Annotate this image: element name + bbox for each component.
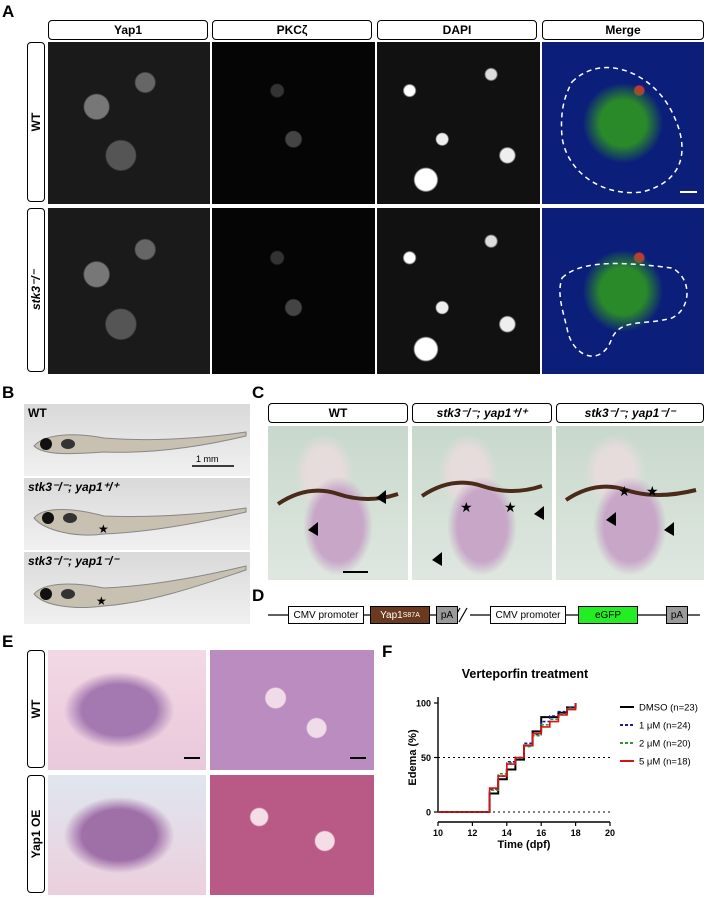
histology-c-stk3-yap1-ko-marks: ★ ★ (564, 484, 697, 536)
legend-label-1: 1 μM (n=24) (639, 721, 691, 732)
edema-star-2: ★ (96, 594, 107, 608)
he-wt-high-scalebar (350, 757, 366, 759)
scalebar-label: 1 mm (196, 454, 219, 464)
micrograph-wt-dapi (377, 42, 540, 204)
micrograph-stk3-dapi (377, 208, 540, 374)
larva-shape-wt (33, 431, 247, 467)
larva-shape-stk3-yap1-ko (33, 565, 247, 608)
micrograph-stk3-merge (542, 208, 704, 374)
panel-label-f: F (382, 642, 393, 661)
c-col-header-stk3-yap1-wt: stk3⁻/⁻; yap1⁺/⁺ (412, 403, 552, 423)
micrograph-wt-pkcz (212, 42, 375, 204)
he-yap1oe-low (48, 775, 206, 895)
series-line-1 (438, 703, 577, 813)
pa-box-1: pA (436, 606, 458, 624)
yap1-mutation-label: S87A (402, 611, 420, 619)
col-header-pkcz: PKCζ (212, 20, 372, 40)
edema-star-1: ★ (98, 522, 109, 536)
panel-label-d: D (252, 586, 265, 605)
he-yap1oe-high (210, 775, 374, 895)
series-line-2 (438, 703, 577, 813)
legend-label-3: 5 μM (n=18) (639, 757, 691, 768)
x-tick-label-4: 18 (571, 828, 581, 838)
panel-label-b: B (2, 383, 15, 402)
larva-image-stk3-yap1-ko: stk3⁻/⁻; yap1⁻/⁻ ★ (24, 552, 250, 624)
x-tick-label-3: 16 (536, 828, 546, 838)
svg-text:★: ★ (646, 484, 659, 500)
cmv-promoter-2: CMV promoter (490, 606, 566, 624)
row-header-wt: WT (27, 42, 45, 202)
histology-c-stk3-yap1-ko: ★ ★ (556, 426, 704, 580)
histology-c-stk3-yap1-wt: ★ ★ (412, 426, 552, 580)
x-tick-label-5: 20 (605, 828, 615, 838)
micrograph-wt-merge (542, 42, 704, 204)
svg-text:★: ★ (504, 500, 517, 516)
larva-label-wt: WT (28, 406, 47, 420)
yap1-s87a-box: Yap1 S87A (370, 606, 430, 624)
he-wt-high (210, 650, 374, 770)
x-tick-label-1: 12 (467, 828, 477, 838)
larva-shape-stk3-yap1-wt (33, 507, 247, 536)
micrograph-stk3-yap1 (48, 208, 210, 374)
col-header-dapi: DAPI (377, 20, 537, 40)
y-axis-label: Edema (%) (407, 729, 419, 786)
x-axis-label: Time (dpf) (498, 839, 551, 851)
egfp-box: eGFP (578, 606, 638, 624)
panel-label-a: A (2, 2, 15, 21)
outline-dashed-stk3 (559, 262, 688, 357)
histology-c-stk3-yap1-wt-marks: ★ ★ (420, 480, 544, 566)
panel-label-c: C (252, 383, 265, 402)
series-line-3 (438, 703, 577, 813)
svg-text:★: ★ (460, 500, 473, 516)
y-tick-label-1: 50 (421, 753, 431, 763)
c-col-header-wt: WT (268, 403, 408, 423)
col-header-yap1: Yap1 (48, 20, 208, 40)
he-wt-low-scalebar (184, 757, 200, 759)
micrograph-wt-yap1 (48, 42, 210, 204)
chart-title: Verteporfin treatment (461, 667, 589, 681)
legend-label-2: 2 μM (n=20) (639, 739, 691, 750)
he-wt-low (48, 650, 206, 770)
e-row-header-wt: WT (27, 650, 45, 768)
panel-label-e: E (2, 632, 14, 651)
y-tick-label-2: 100 (416, 699, 431, 709)
series-line-0 (438, 703, 577, 813)
histology-c-wt-marks (276, 488, 399, 573)
larva-image-wt: WT 1 mm (24, 404, 250, 476)
larva-image-stk3-yap1-wt: stk3⁻/⁻; yap1⁺/⁺ ★ (24, 478, 250, 550)
c-col-header-stk3-yap1-ko: stk3⁻/⁻; yap1⁻/⁻ (556, 403, 704, 423)
col-header-merge: Merge (542, 20, 704, 40)
x-tick-label-0: 10 (433, 828, 443, 838)
pa-box-2: pA (666, 606, 688, 624)
yap1-gene-label: Yap1 (380, 609, 403, 621)
e-row-header-yap1oe: Yap1 OE (27, 775, 45, 893)
histology-c-wt (268, 426, 408, 580)
x-tick-label-2: 14 (502, 828, 512, 838)
svg-text:★: ★ (618, 484, 631, 500)
larva-label-stk3-yap1-wt: stk3⁻/⁻; yap1⁺/⁺ (28, 480, 119, 494)
legend-label-0: DMSO (n=23) (639, 703, 698, 714)
outline-dashed-wt (560, 66, 697, 194)
row-header-stk3: stk3⁻/⁻ (27, 208, 45, 372)
cmv-promoter-1: CMV promoter (288, 606, 364, 624)
micrograph-stk3-pkcz (212, 208, 375, 374)
larva-label-stk3-yap1-ko: stk3⁻/⁻; yap1⁻/⁻ (28, 554, 119, 568)
y-tick-label-0: 0 (426, 808, 431, 818)
